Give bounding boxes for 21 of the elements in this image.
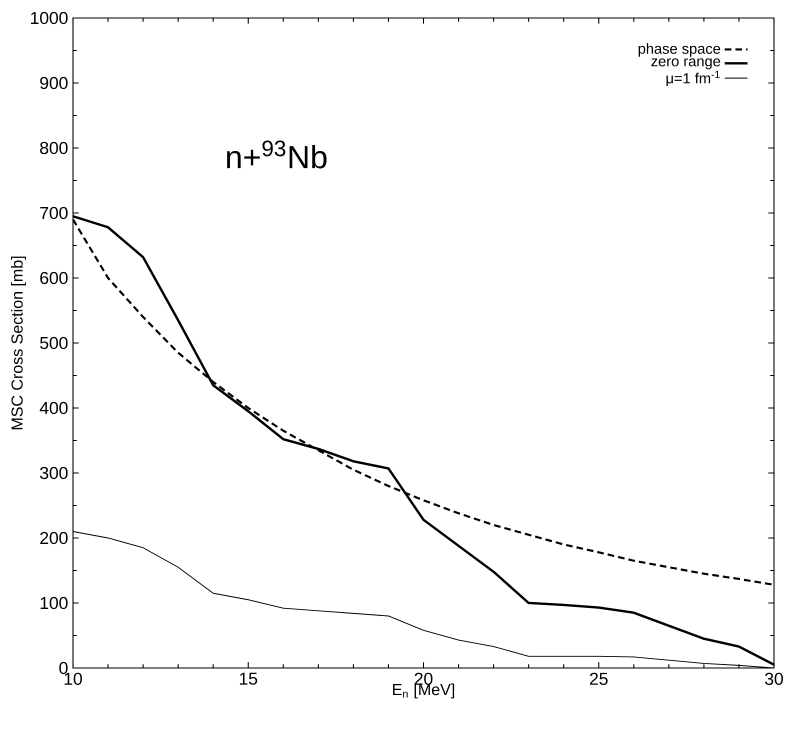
y-tick-label: 0: [59, 662, 68, 674]
legend-label: μ=1 fm$^{-1}$: [666, 70, 720, 86]
y-axis-title: MSC Cross Section [mb]: [11, 256, 26, 430]
x-axis-title: E$_{n}$ [MeV]: [393, 683, 454, 698]
x-tick-label: 15: [240, 672, 258, 685]
y-tick-label: 300: [40, 466, 68, 480]
annotation: n+$^{93}$Nb: [227, 140, 327, 168]
x-tick-label: 30: [765, 672, 783, 685]
y-tick-label: 800: [40, 142, 68, 154]
y-tick-label: 700: [40, 206, 68, 220]
y-tick-label: 100: [40, 596, 68, 610]
y-tick-label: 900: [40, 76, 68, 90]
y-tick-label: 600: [40, 272, 68, 284]
x-tick-label: 25: [590, 672, 608, 685]
legend-label: phase space: [638, 43, 720, 57]
legend-label: zero range: [651, 58, 720, 70]
y-tick-label: 500: [40, 336, 68, 350]
x-tick-label: 10: [64, 672, 82, 685]
y-tick-label: 400: [40, 402, 68, 414]
y-tick-label: 200: [40, 532, 68, 544]
y-tick-label: 1000: [31, 12, 68, 24]
